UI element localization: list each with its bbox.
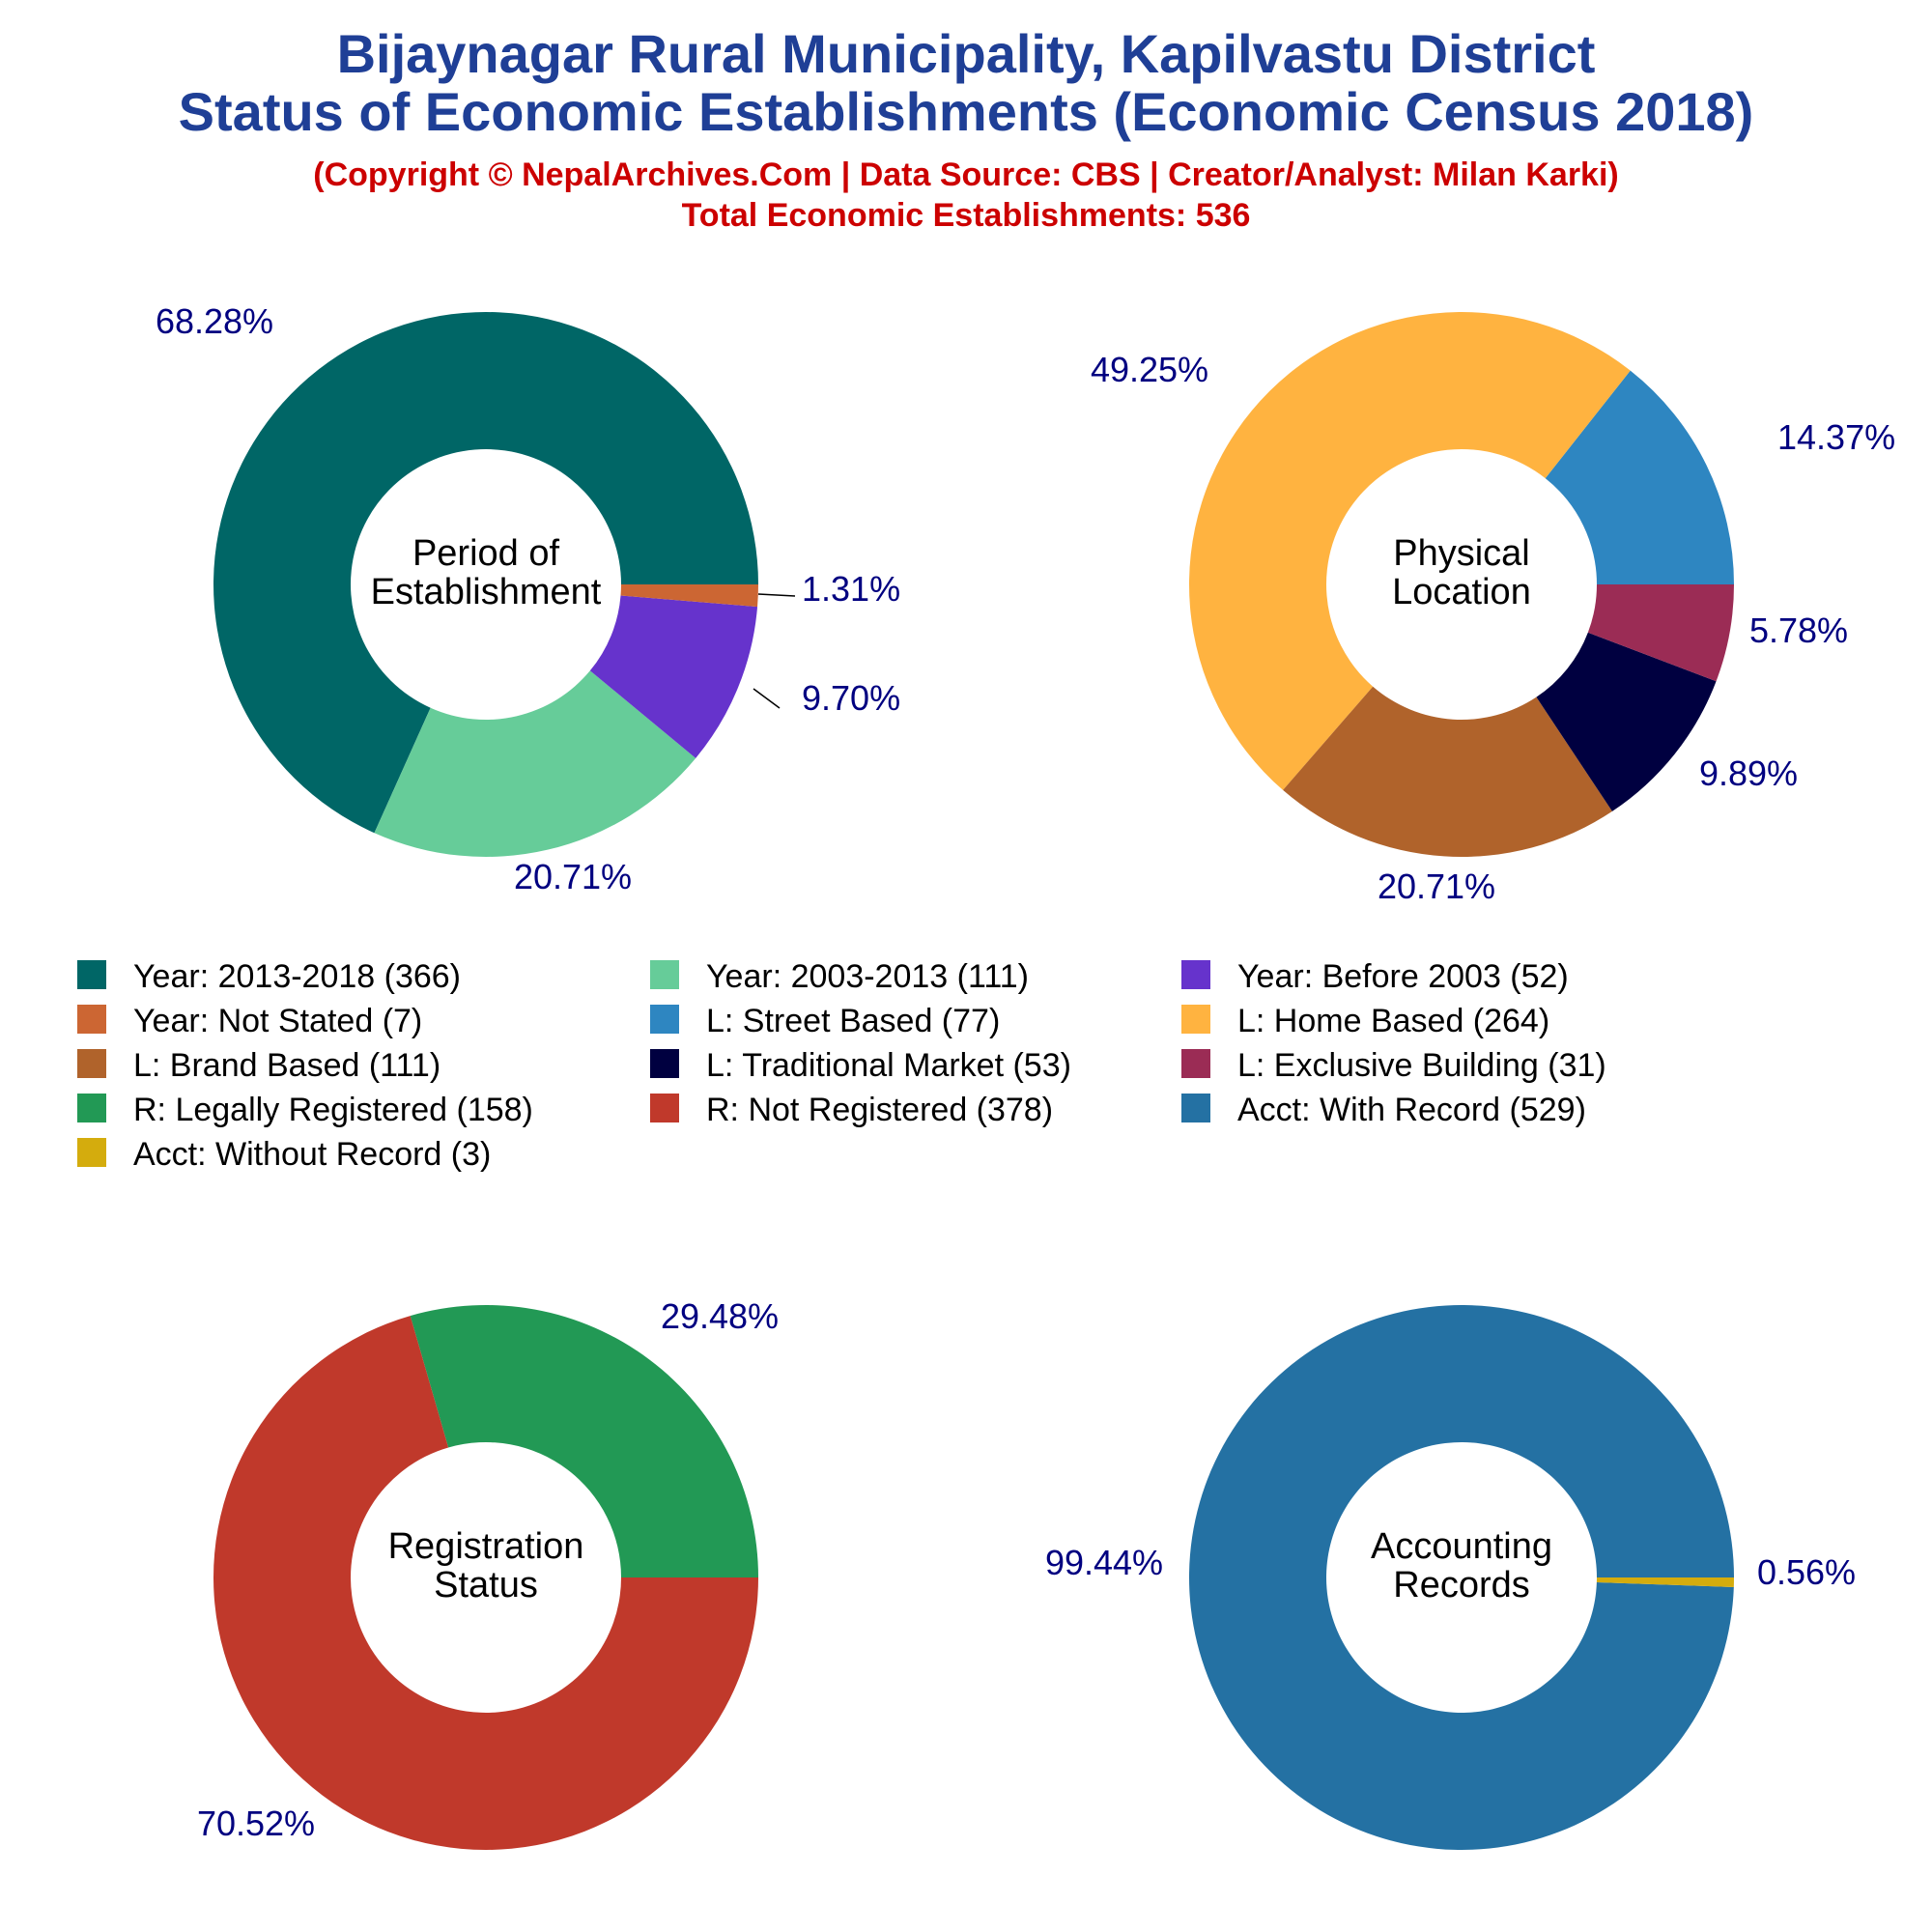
percent-label: 0.56% — [1757, 1552, 1856, 1592]
legend-item: Acct: Without Record (3) — [77, 1136, 491, 1173]
legend-item: Year: 2003-2013 (111) — [650, 958, 1029, 995]
donut-center-label: Records — [1393, 1565, 1530, 1605]
donut-chart-2: 14.37% 49.25% 20.71% 9.89% 5.78% PhysicalLoca… — [1091, 312, 1895, 906]
legend-swatch — [1181, 1005, 1210, 1034]
donut-slice — [213, 1316, 759, 1850]
legend-swatch — [77, 1049, 106, 1078]
credit-line: (Copyright © NepalArchives.Com | Data So… — [313, 156, 1618, 193]
chart-title-line2: Status of Economic Establishments (Econo… — [179, 81, 1754, 142]
legend-swatch — [77, 1005, 106, 1034]
legend-swatch — [650, 1049, 679, 1078]
legend-label: L: Exclusive Building (31) — [1237, 1047, 1606, 1084]
legend-swatch — [77, 1138, 106, 1167]
percent-label: 99.44% — [1045, 1543, 1163, 1582]
legend-label: Year: 2003-2013 (111) — [706, 958, 1029, 995]
donut-slice — [213, 312, 759, 834]
legend-item: L: Exclusive Building (31) — [1181, 1047, 1606, 1084]
legend-label: L: Traditional Market (53) — [706, 1047, 1071, 1084]
legend-item: R: Not Registered (378) — [650, 1092, 1053, 1128]
chart-title-line1: Bijaynagar Rural Municipality, Kapilvast… — [337, 23, 1596, 84]
donut-center-label: Registration — [388, 1526, 584, 1567]
percent-label: 29.48% — [661, 1296, 779, 1336]
legend-item: Acct: With Record (529) — [1181, 1092, 1586, 1128]
donut-slice — [1596, 1577, 1734, 1587]
percent-label: 20.71% — [514, 857, 632, 896]
donut-charts: 68.28% 20.71% 9.70% 1.31% Period ofEstablish… — [156, 301, 1895, 1850]
donut-slice — [410, 1304, 758, 1577]
legend-label: Year: Not Stated (7) — [133, 1003, 422, 1039]
donut-slice — [1587, 584, 1734, 682]
donut-center-label: Physical — [1393, 533, 1530, 574]
donut-center-label: Establishment — [371, 572, 602, 612]
label-leader-line — [753, 688, 781, 709]
total-line: Total Economic Establishments: 536 — [682, 197, 1251, 234]
legend-swatch — [77, 960, 106, 989]
percent-label: 14.37% — [1777, 417, 1895, 457]
legend-item: Year: Not Stated (7) — [77, 1003, 422, 1039]
legend-item: L: Home Based (264) — [1181, 1003, 1549, 1039]
legend-swatch — [77, 1094, 106, 1122]
legend-swatch — [650, 1094, 679, 1122]
percent-label: 5.78% — [1749, 611, 1848, 650]
donut-slice — [1188, 1304, 1735, 1850]
legend-item: Year: Before 2003 (52) — [1181, 958, 1569, 995]
percent-label: 20.71% — [1378, 867, 1495, 906]
legend-item: L: Street Based (77) — [650, 1003, 1000, 1039]
legend-label: R: Legally Registered (158) — [133, 1092, 533, 1128]
percent-label: 70.52% — [197, 1804, 315, 1843]
legend-swatch — [650, 960, 679, 989]
label-leader-line — [757, 593, 796, 597]
donut-slice — [1536, 632, 1717, 811]
legend-label: R: Not Registered (378) — [706, 1092, 1053, 1128]
donut-center-label: Period of — [412, 533, 560, 574]
legend-label: Year: 2013-2018 (366) — [133, 958, 461, 995]
legend-label: Acct: Without Record (3) — [133, 1136, 491, 1173]
legend-item: L: Traditional Market (53) — [650, 1047, 1071, 1084]
donut-center-label: Accounting — [1371, 1526, 1552, 1567]
percent-label: 9.89% — [1699, 753, 1798, 793]
legend-label: Acct: With Record (529) — [1237, 1092, 1586, 1128]
legend-swatch — [1181, 960, 1210, 989]
legend: Year: 2013-2018 (366) Year: 2003-2013 (11… — [77, 958, 1606, 1173]
legend-item: L: Brand Based (111) — [77, 1047, 440, 1084]
donut-center-label: Status — [434, 1565, 538, 1605]
legend-swatch — [1181, 1094, 1210, 1122]
donut-slice — [374, 670, 696, 857]
donut-center-label: Location — [1392, 572, 1531, 612]
donut-slice — [1189, 312, 1631, 790]
legend-swatch — [650, 1005, 679, 1034]
donut-slice — [589, 595, 758, 758]
percent-label: 68.28% — [156, 301, 273, 341]
percent-label: 49.25% — [1091, 350, 1208, 389]
legend-label: L: Street Based (77) — [706, 1003, 1000, 1039]
legend-label: L: Home Based (264) — [1237, 1003, 1549, 1039]
legend-item: Year: 2013-2018 (366) — [77, 958, 461, 995]
donut-slice — [1545, 370, 1734, 584]
legend-label: L: Brand Based (111) — [133, 1047, 440, 1084]
legend-item: R: Legally Registered (158) — [77, 1092, 533, 1128]
donut-slice — [620, 584, 758, 608]
legend-swatch — [1181, 1049, 1210, 1078]
donut-chart-1: 68.28% 20.71% 9.70% 1.31% Period ofEstablish… — [156, 301, 900, 896]
percent-label: 1.31% — [802, 569, 900, 609]
legend-label: Year: Before 2003 (52) — [1237, 958, 1569, 995]
percent-label: 9.70% — [802, 678, 900, 718]
donut-slice — [1283, 686, 1612, 857]
